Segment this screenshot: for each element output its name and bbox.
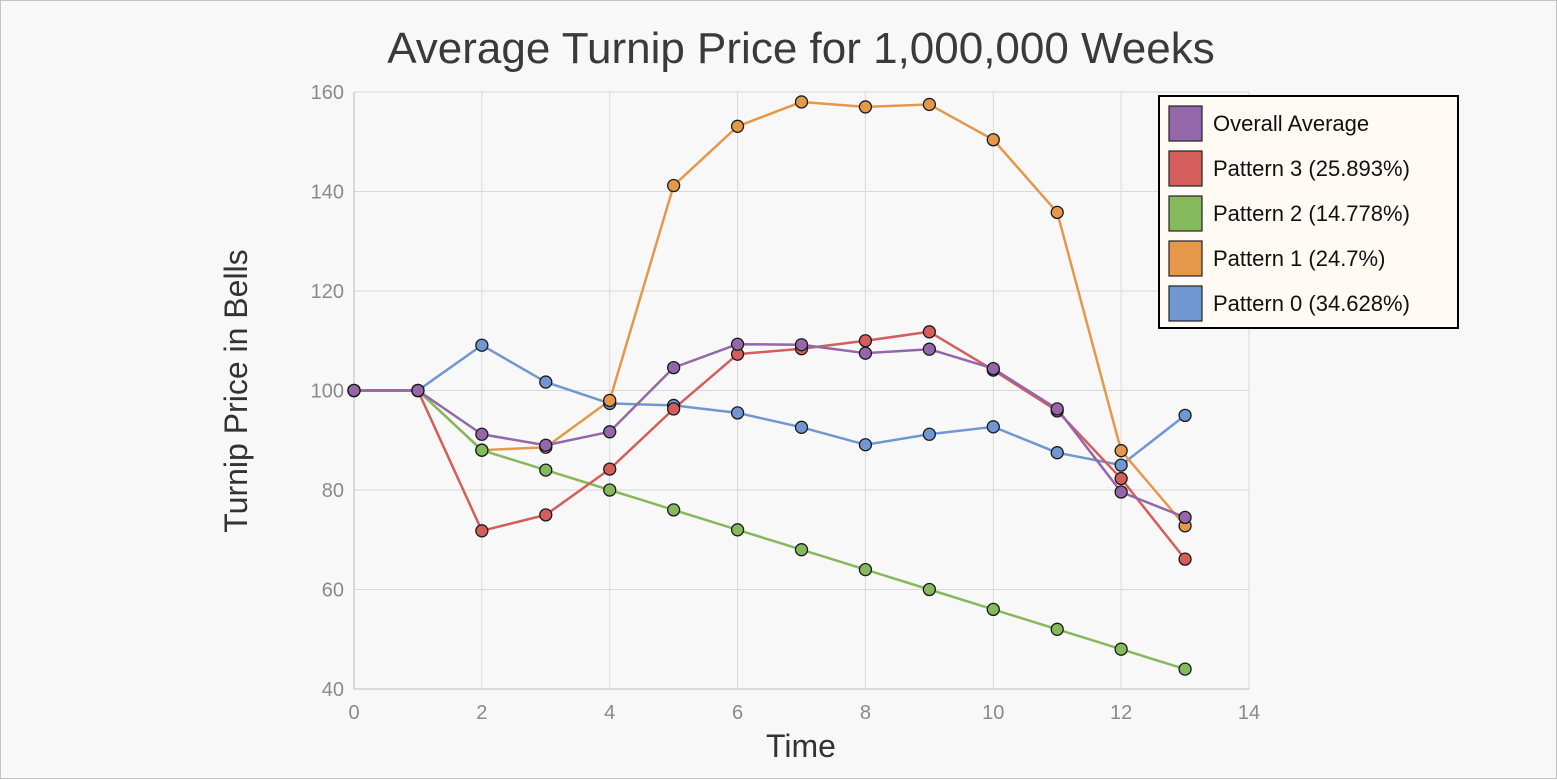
series-points [347,95,1192,676]
data-point [794,338,809,352]
y-tick-label: 80 [322,480,344,502]
series-line-1 [354,100,1187,527]
series-lines [354,100,1187,671]
y-axis-ticks: 40 60 80 100 120 140 160 [311,82,344,701]
data-point [730,119,745,133]
x-tick-label: 2 [476,702,487,724]
legend-label: Pattern 0 (34.628%) [1213,291,1410,316]
x-tick-label: 14 [1238,702,1260,724]
data-point [922,427,937,441]
data-point [858,562,873,577]
legend-items: Overall Average Pattern 3 (25.893%) Patter… [1168,105,1410,322]
legend-label: Pattern 3 (25.893%) [1213,156,1410,181]
data-point [603,425,617,439]
data-point [666,178,681,193]
x-tick-label: 8 [860,702,871,724]
data-point [1114,458,1128,472]
y-tick-label: 120 [311,281,344,303]
y-tick-label: 40 [322,679,344,701]
data-point [986,361,1000,376]
data-point [475,338,489,352]
x-tick-label: 0 [348,702,359,724]
x-tick-label: 12 [1110,702,1132,724]
data-point [922,97,937,112]
data-point [1178,408,1192,423]
legend-swatch [1168,240,1203,277]
x-axis-ticks: 0 2 4 6 8 10 12 14 [348,702,1260,724]
data-point [794,95,809,109]
y-axis-title: Turnip Price in Bells [218,249,254,532]
data-point [1114,471,1128,486]
legend-label: Pattern 1 (24.7%) [1213,246,1385,271]
data-point [603,483,617,497]
data-point [730,406,745,420]
x-tick-label: 6 [732,702,743,724]
x-tick-label: 4 [604,702,615,724]
data-point [1050,402,1064,416]
data-point [666,402,681,416]
legend-swatch [1168,150,1203,187]
data-point [858,346,873,360]
legend-label: Overall Average [1213,111,1369,136]
data-point [1050,205,1064,220]
data-point [475,427,489,441]
data-point [730,523,745,537]
legend-swatch [1168,195,1203,232]
x-tick-label: 10 [982,702,1004,724]
legend-swatch [1168,105,1203,142]
x-axis-title: Time [766,728,836,764]
data-point [1050,446,1064,460]
y-tick-label: 100 [311,381,344,403]
data-point [666,503,681,517]
data-point [539,508,553,522]
legend-swatch [1168,285,1203,322]
data-point [986,420,1000,434]
data-point [1178,662,1192,676]
series-line-0 [354,343,1186,467]
data-point [858,438,873,452]
data-point [475,524,489,538]
data-point [794,543,809,557]
data-point [1114,485,1128,499]
data-point [666,360,681,375]
data-point [539,463,553,477]
data-point [922,325,937,339]
data-point [922,342,937,356]
grid [353,91,1250,690]
data-point [858,334,873,348]
data-point [1178,552,1192,566]
y-tick-label: 160 [311,82,344,104]
series-line-3 [354,330,1187,560]
data-point [539,438,553,452]
data-point [1114,642,1128,656]
data-point [858,100,873,114]
y-tick-label: 140 [311,182,344,204]
data-point [603,393,617,408]
series-line-2 [354,389,1186,671]
data-point [1178,510,1192,525]
data-point [411,383,425,398]
data-point [539,375,553,389]
data-point [730,337,745,351]
legend-label: Pattern 2 (14.778%) [1213,201,1410,226]
data-point [347,383,361,398]
data-point [475,443,489,457]
series-line-4 [354,342,1186,519]
y-tick-label: 60 [322,580,344,602]
data-point [603,462,617,476]
data-point [986,602,1000,617]
data-point [794,420,809,434]
data-point [1114,444,1128,458]
data-point [1050,622,1064,636]
legend: Overall Average Pattern 3 (25.893%) Patter… [1158,95,1459,329]
legend-box [1158,95,1459,329]
data-point [986,133,1000,147]
chart-title: Average Turnip Price for 1,000,000 Weeks [387,24,1215,73]
data-point [922,582,937,597]
